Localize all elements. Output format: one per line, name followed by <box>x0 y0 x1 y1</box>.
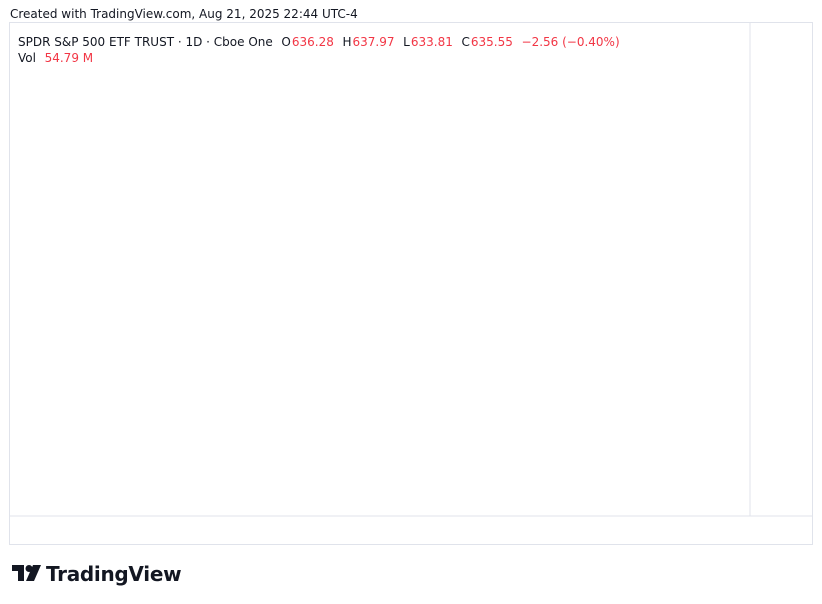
label: Vol <box>18 51 36 65</box>
brand: TradingView <box>46 562 182 586</box>
legend: SPDR S&P 500 ETF TRUST · 1D · Cboe One O… <box>18 34 621 66</box>
legend-row: Vol 54.79 M <box>18 50 621 66</box>
value: 637.97 <box>352 35 395 49</box>
brand-logo <box>12 565 41 581</box>
symbol-title: SPDR S&P 500 ETF TRUST · 1D · Cboe One <box>18 35 273 49</box>
legend-row: SPDR S&P 500 ETF TRUST · 1D · Cboe One O… <box>18 34 621 50</box>
label: C <box>461 35 470 49</box>
value: 636.28 <box>291 35 334 49</box>
label: H <box>342 35 352 49</box>
value: 633.81 <box>410 35 453 49</box>
label: L <box>403 35 410 49</box>
value: 635.55 <box>470 35 513 49</box>
chart-frame <box>9 22 813 545</box>
label: O <box>281 35 291 49</box>
value: 54.79 M <box>44 51 94 65</box>
change: −2.56 (−0.40%) <box>521 35 620 49</box>
source-note: Created with TradingView.com, Aug 21, 20… <box>10 7 358 21</box>
